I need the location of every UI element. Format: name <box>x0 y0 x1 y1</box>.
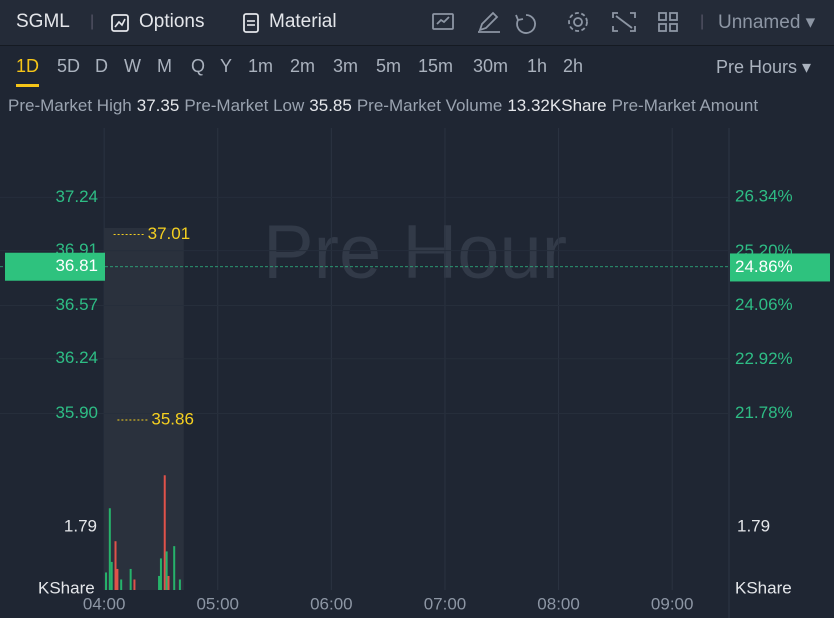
stat-label: Pre-Market Volume <box>356 96 503 115</box>
options-button[interactable]: Options <box>139 11 205 32</box>
volume-unit: KShare <box>735 578 792 597</box>
toolbar-icons <box>432 11 678 34</box>
material-button[interactable]: Material <box>269 11 337 32</box>
stat-label: Pre-Market High <box>8 96 132 115</box>
layout-name: Unnamed <box>718 12 801 33</box>
divider: | <box>90 13 95 30</box>
watermark: Pre Hour <box>263 210 567 295</box>
volume-bar <box>110 561 113 590</box>
volume-bar <box>173 546 176 590</box>
volume-bar <box>105 572 108 590</box>
low-annotation: 35.86 <box>151 409 194 428</box>
volume-bar <box>108 508 111 590</box>
volume-bar <box>165 551 168 590</box>
y-tick-label: 37.24 <box>55 187 98 206</box>
stat-label: Pre-Market Amount <box>611 96 759 115</box>
period-tab[interactable]: Y <box>220 56 233 76</box>
y2-tick-label: 26.34% <box>735 187 793 206</box>
period-tab[interactable]: 1m <box>248 56 274 76</box>
x-tick-label: 04:00 <box>83 594 126 613</box>
volume-bar <box>159 558 162 590</box>
period-tab[interactable]: 15m <box>418 56 454 76</box>
period-tab[interactable]: 1D <box>16 56 40 87</box>
period-tab[interactable]: 5D <box>57 56 81 76</box>
x-tick-label: 08:00 <box>537 594 580 613</box>
volume-bar <box>158 575 161 590</box>
period-tab[interactable]: 2m <box>290 56 316 76</box>
volume-bar <box>167 575 170 590</box>
current-pct-label: 24.86% <box>735 257 793 276</box>
period-bar: 1D 5D D W M Q Y 1m 2m 3m 5m 15m 30m 1h 2h Pre Hours ▾ <box>0 46 834 88</box>
y2-tick-label: 21.78% <box>735 403 793 422</box>
y-tick-label: 36.57 <box>55 295 98 314</box>
session-shade <box>104 228 184 590</box>
stat-value: 35.85 <box>309 96 352 115</box>
period-tab[interactable]: 3m <box>333 56 359 76</box>
y2-tick-label: 22.92% <box>735 349 793 368</box>
chart: Pre Hour 04:00 05:00 06:00 07:00 08:00 09:00 37… <box>0 128 830 618</box>
volume-tick-label: 1.79 <box>737 517 770 536</box>
period-tab[interactable]: 30m <box>473 56 509 76</box>
volume-unit: KShare <box>38 578 95 597</box>
period-tab[interactable]: M <box>157 56 172 76</box>
y-tick-label: 36.24 <box>55 348 98 367</box>
period-tab[interactable]: W <box>124 56 141 76</box>
volume-bar <box>178 579 181 590</box>
volume-tick-label: 1.79 <box>64 517 97 536</box>
stat-value: 13.32KShare <box>507 96 607 115</box>
volume-bar <box>120 579 123 590</box>
stat-label: Pre-Market Low <box>184 96 305 115</box>
current-pct-box <box>730 253 830 282</box>
symbol[interactable]: SGML <box>16 11 70 32</box>
period-tab[interactable]: 2h <box>563 56 584 76</box>
x-tick-label: 05:00 <box>196 594 239 613</box>
current-price-label: 36.81 <box>55 256 98 275</box>
period-tab[interactable]: Q <box>191 56 206 76</box>
y-tick-label: 35.90 <box>55 403 98 422</box>
divider: | <box>700 13 705 30</box>
x-tick-label: 09:00 <box>651 594 694 613</box>
period-tab[interactable]: 5m <box>376 56 402 76</box>
options-icon <box>111 14 129 32</box>
y2-tick-label: 24.06% <box>735 295 793 314</box>
stats-row: Pre-Market High 37.35 Pre-Market Low 35.85 P… <box>8 96 834 116</box>
x-tick-label: 06:00 <box>310 594 353 613</box>
x-tick-label: 07:00 <box>424 594 467 613</box>
session-name: Pre Hours <box>716 57 798 77</box>
high-annotation: 37.01 <box>148 224 191 243</box>
session-select[interactable]: Pre Hours ▾ <box>716 57 812 77</box>
volume-bar <box>129 568 132 590</box>
period-tab[interactable]: 1h <box>527 56 548 76</box>
volume-bar <box>133 579 136 590</box>
current-price-box <box>5 252 105 281</box>
top-bar: SGML | Options Material | Unnamed ▾ <box>0 0 834 46</box>
volume-bar <box>116 568 119 590</box>
stat-value: 37.35 <box>136 96 180 115</box>
layout-select[interactable]: Unnamed ▾ <box>718 12 816 33</box>
volume-bar <box>163 475 166 590</box>
material-icon <box>243 13 259 33</box>
period-tab[interactable]: D <box>95 56 108 76</box>
volume-bar <box>114 541 117 590</box>
